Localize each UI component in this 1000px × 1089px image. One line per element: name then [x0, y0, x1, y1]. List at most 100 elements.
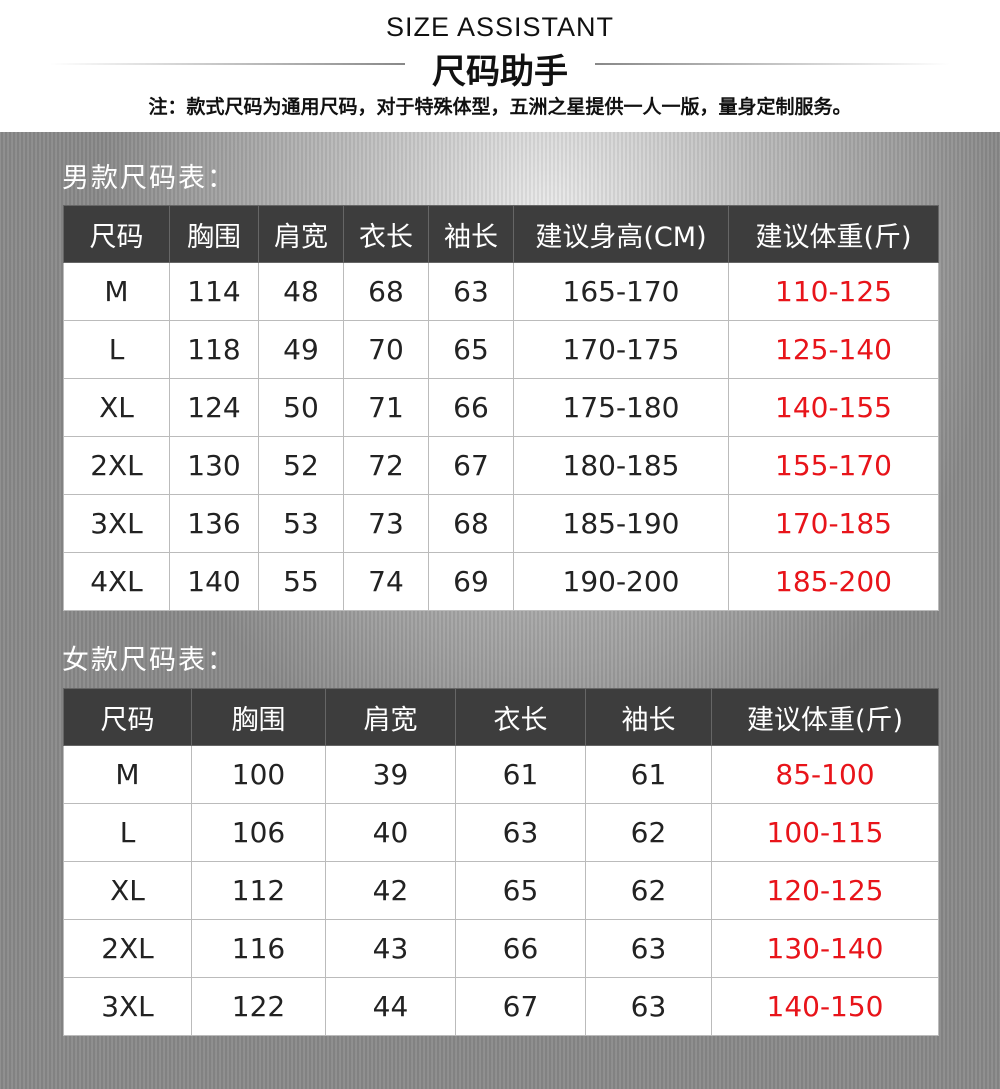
- weight-cell: 185-200: [728, 552, 939, 611]
- table-cell: 66: [455, 919, 586, 978]
- table-cell: 122: [191, 977, 326, 1036]
- table-cell: 71: [343, 378, 429, 437]
- table-cell: 50: [258, 378, 344, 437]
- table-cell: 73: [343, 494, 429, 553]
- table-cell: 112: [191, 861, 326, 920]
- weight-cell: 140-155: [728, 378, 939, 437]
- table-cell: M: [63, 745, 192, 804]
- table-cell: 3XL: [63, 977, 192, 1036]
- table-cell: 65: [455, 861, 586, 920]
- column-header: 肩宽: [258, 205, 344, 263]
- men-size-table: 尺码 胸围 肩宽 衣长 袖长 建议身高(CM) 建议体重(斤) M 114 48 68 63 165-1…: [63, 205, 939, 611]
- table-row: M 114 48 68 63 165-170 110-125: [63, 262, 939, 321]
- table-cell: 43: [325, 919, 456, 978]
- column-header: 建议身高(CM): [513, 205, 729, 263]
- table-row: 4XL 140 55 74 69 190-200 185-200: [63, 552, 939, 611]
- table-cell: 48: [258, 262, 344, 321]
- column-header: 胸围: [169, 205, 259, 263]
- table-row: L 106 40 63 62 100-115: [63, 803, 939, 862]
- table-cell: 67: [455, 977, 586, 1036]
- table-cell: 63: [585, 977, 712, 1036]
- table-cell: 114: [169, 262, 259, 321]
- table-row: XL 124 50 71 66 175-180 140-155: [63, 378, 939, 437]
- title-cn: 尺码助手: [432, 52, 568, 92]
- note: 注：款式尺码为通用尺码，对于特殊体型，五洲之星提供一人一版，量身定制服务。: [148, 96, 852, 118]
- weight-cell: 125-140: [728, 320, 939, 379]
- column-header: 袖长: [585, 688, 712, 746]
- table-row: 3XL 136 53 73 68 185-190 170-185: [63, 494, 939, 553]
- table-cell: 165-170: [513, 262, 729, 321]
- table-cell: 170-175: [513, 320, 729, 379]
- table-cell: 62: [585, 861, 712, 920]
- divider-left: [50, 63, 405, 65]
- header: SIZE ASSISTANT 尺码助手 注：款式尺码为通用尺码，对于特殊体型，五…: [0, 0, 1000, 132]
- column-header: 建议体重(斤): [711, 688, 939, 746]
- table-cell: 53: [258, 494, 344, 553]
- table-cell: 49: [258, 320, 344, 379]
- women-size-table: 尺码 胸围 肩宽 衣长 袖长 建议体重(斤) M 100 39 61 61 85-100 L 106 40 6…: [63, 688, 939, 1036]
- table-cell: XL: [63, 861, 192, 920]
- table-cell: 185-190: [513, 494, 729, 553]
- weight-cell: 120-125: [711, 861, 939, 920]
- table-cell: 39: [325, 745, 456, 804]
- table-cell: 42: [325, 861, 456, 920]
- table-cell: 68: [428, 494, 514, 553]
- table-cell: 2XL: [63, 919, 192, 978]
- table-cell: 65: [428, 320, 514, 379]
- table-row: 3XL 122 44 67 63 140-150: [63, 977, 939, 1036]
- table-cell: 175-180: [513, 378, 729, 437]
- table-cell: 4XL: [63, 552, 170, 611]
- table-cell: 140: [169, 552, 259, 611]
- table-cell: 136: [169, 494, 259, 553]
- table-cell: 63: [428, 262, 514, 321]
- table-cell: 70: [343, 320, 429, 379]
- weight-cell: 130-140: [711, 919, 939, 978]
- table-cell: M: [63, 262, 170, 321]
- table-cell: 67: [428, 436, 514, 495]
- table-row: M 100 39 61 61 85-100: [63, 745, 939, 804]
- table-cell: 55: [258, 552, 344, 611]
- table-cell: L: [63, 803, 192, 862]
- table-cell: 116: [191, 919, 326, 978]
- title-en: SIZE ASSISTANT: [385, 12, 615, 42]
- column-header: 建议体重(斤): [728, 205, 939, 263]
- women-section-title: 女款尺码表：: [62, 645, 236, 676]
- weight-cell: 100-115: [711, 803, 939, 862]
- table-cell: 66: [428, 378, 514, 437]
- table-row: L 118 49 70 65 170-175 125-140: [63, 320, 939, 379]
- column-header: 衣长: [455, 688, 586, 746]
- column-header: 衣长: [343, 205, 429, 263]
- men-section-title: 男款尺码表：: [62, 163, 236, 194]
- table-cell: 130: [169, 436, 259, 495]
- table-cell: 63: [585, 919, 712, 978]
- weight-cell: 170-185: [728, 494, 939, 553]
- table-cell: 69: [428, 552, 514, 611]
- table-cell: 68: [343, 262, 429, 321]
- column-header: 袖长: [428, 205, 514, 263]
- table-cell: 74: [343, 552, 429, 611]
- table-cell: 190-200: [513, 552, 729, 611]
- table-row: XL 112 42 65 62 120-125: [63, 861, 939, 920]
- table-cell: 124: [169, 378, 259, 437]
- table-cell: 100: [191, 745, 326, 804]
- column-header: 尺码: [63, 688, 192, 746]
- table-cell: 180-185: [513, 436, 729, 495]
- table-row: 2XL 116 43 66 63 130-140: [63, 919, 939, 978]
- table-cell: 44: [325, 977, 456, 1036]
- table-cell: XL: [63, 378, 170, 437]
- table-cell: 72: [343, 436, 429, 495]
- column-header: 胸围: [191, 688, 326, 746]
- table-cell: 52: [258, 436, 344, 495]
- divider-right: [595, 63, 950, 65]
- table-cell: L: [63, 320, 170, 379]
- table-cell: 63: [455, 803, 586, 862]
- table-cell: 61: [585, 745, 712, 804]
- column-header: 尺码: [63, 205, 170, 263]
- table-cell: 40: [325, 803, 456, 862]
- weight-cell: 85-100: [711, 745, 939, 804]
- weight-cell: 155-170: [728, 436, 939, 495]
- table-cell: 2XL: [63, 436, 170, 495]
- table-cell: 106: [191, 803, 326, 862]
- column-header: 肩宽: [325, 688, 456, 746]
- table-row: 2XL 130 52 72 67 180-185 155-170: [63, 436, 939, 495]
